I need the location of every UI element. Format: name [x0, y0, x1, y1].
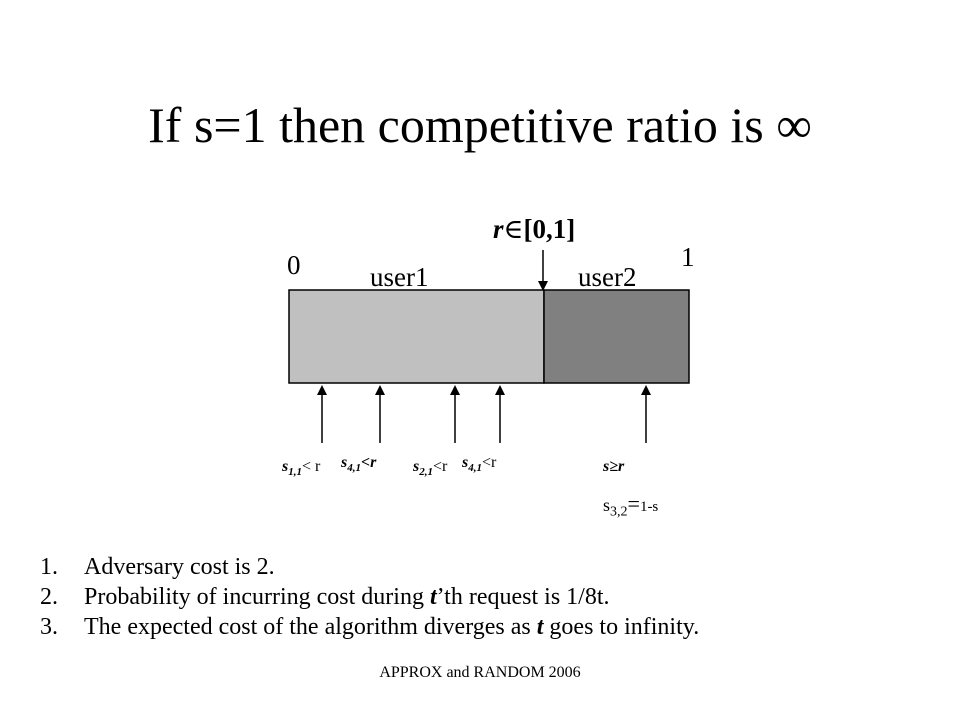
slide-title: If s=1 then competitive ratio is ∞ [148, 97, 812, 153]
relation: <r [432, 458, 448, 475]
r-range-label: r∈[0,1] [493, 214, 575, 244]
subscript: 4,1 [347, 462, 361, 474]
request-label-1: s1,1< r [282, 458, 320, 481]
list-item: 2. Probability of incurring cost during … [40, 582, 699, 612]
list-item: 3. The expected cost of the algorithm di… [40, 612, 699, 642]
list-text: The expected cost of the algorithm diver… [84, 614, 700, 640]
relation: <r [481, 454, 497, 471]
numbered-list: 1. Adversary cost is 2. 2. Probability o… [40, 552, 699, 642]
subscript: 3,2 [610, 504, 628, 520]
subscript: 2,1 [419, 466, 433, 478]
subscript: 1,1 [288, 466, 302, 478]
s-ge-r-text: s≥r [603, 458, 625, 475]
value: 1-s [639, 499, 659, 515]
list-text: Probability of incurring cost during t’t… [84, 584, 610, 610]
list-number: 2. [40, 584, 58, 610]
equals-sign: = [627, 491, 640, 516]
s-symbol: s [282, 458, 289, 475]
user1-segment [288, 289, 545, 384]
list-number: 3. [40, 614, 58, 640]
subscript: 4,1 [468, 462, 482, 474]
s-symbol: s [413, 458, 420, 475]
right-end-label: 1 [681, 242, 695, 272]
s-symbol: s [603, 495, 611, 515]
s-symbol: s [462, 454, 469, 471]
r-symbol: r [493, 214, 504, 244]
s-symbol: s [341, 454, 348, 471]
user2-segment [543, 289, 690, 384]
r-range: [0,1] [523, 214, 576, 244]
user1-label: user1 [370, 262, 429, 292]
list-text: Adversary cost is 2. [84, 554, 275, 580]
list-number: 1. [40, 554, 58, 580]
request-label-3: s2,1<r [413, 458, 447, 481]
slide-footer: APPROX and RANDOM 2006 [379, 664, 581, 681]
s-ge-r-label: s≥r [603, 458, 624, 476]
s32-label: s3,2=1-s [603, 493, 658, 524]
relation: < r [301, 458, 321, 475]
relation: <r [360, 454, 377, 471]
left-end-label: 0 [287, 250, 301, 280]
user2-label: user2 [578, 262, 637, 292]
list-item: 1. Adversary cost is 2. [40, 552, 699, 582]
element-of-symbol: ∈ [503, 214, 524, 244]
request-label-2: s4,1<r [341, 454, 376, 477]
request-label-4: s4,1<r [462, 454, 496, 477]
